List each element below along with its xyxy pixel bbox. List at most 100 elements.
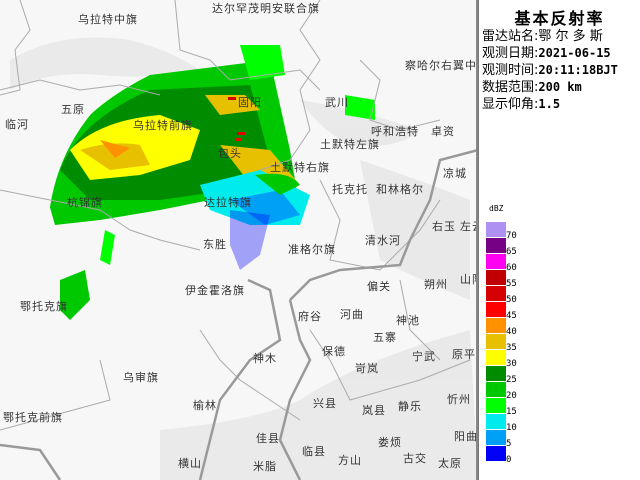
sparse-echo [60, 45, 375, 320]
legend-swatch [486, 446, 506, 461]
legend-value: 0 [506, 455, 512, 465]
place-label: 卓资 [431, 125, 455, 138]
place-label: 土默特右旗 [270, 161, 330, 174]
place-label: 土默特左旗 [320, 138, 380, 151]
legend-value: 30 [506, 359, 517, 369]
info-value: 1.5 [538, 97, 561, 111]
place-label: 察哈尔右翼中旗 [405, 59, 477, 72]
info-label: 数据范围: [482, 80, 539, 95]
legend-value: 40 [506, 327, 517, 337]
legend-unit: dBZ [489, 204, 504, 213]
place-label: 达尔罕茂明安联合旗 [212, 2, 320, 15]
place-label: 佳县 [256, 432, 280, 445]
place-label: 静乐 [398, 400, 422, 413]
place-label: 原平 [452, 348, 476, 361]
place-label: 鄂托克旗 [20, 300, 68, 313]
place-label: 凉城 [443, 167, 467, 180]
legend-value: 55 [506, 279, 517, 289]
place-label: 右玉 [432, 220, 456, 233]
product-title: 基本反射率 [514, 9, 605, 28]
legend-value: 50 [506, 295, 517, 305]
place-label: 岚县 [362, 404, 386, 417]
legend-swatch [486, 302, 506, 317]
place-label: 太原 [438, 457, 462, 470]
place-label: 阳曲 [454, 430, 478, 443]
place-label: 古交 [403, 452, 427, 465]
place-label: 包头 [218, 147, 242, 160]
place-label: 左云 [460, 220, 476, 233]
place-label: 神池 [396, 314, 420, 327]
place-label: 河曲 [340, 308, 364, 321]
place-label: 临河 [5, 118, 29, 131]
legend-swatch [486, 286, 506, 301]
place-label: 横山 [178, 457, 202, 470]
info-label: 雷达站名: [482, 29, 539, 44]
info-panel: 基本反射率 雷达站名:鄂 尔 多 斯 观测日期:2021-06-15 观测时间:… [478, 0, 640, 480]
place-label: 米脂 [253, 460, 277, 473]
info-value: 200 km [538, 80, 582, 94]
place-label: 榆林 [193, 399, 217, 412]
info-date: 观测日期:2021-06-15 [479, 45, 640, 62]
place-label: 杭锦旗 [67, 196, 103, 209]
place-label: 清水河 [365, 234, 401, 247]
place-label: 临县 [302, 445, 326, 458]
legend-swatch [486, 382, 506, 397]
place-label: 乌拉特前旗 [133, 119, 193, 132]
place-label: 准格尔旗 [288, 243, 336, 256]
legend-swatch [486, 366, 506, 381]
place-label: 武川 [325, 96, 349, 109]
place-label: 忻州 [447, 393, 471, 406]
legend-swatch [486, 222, 506, 237]
legend-swatch [486, 270, 506, 285]
place-label: 府谷 [298, 310, 322, 323]
place-label: 伊金霍洛旗 [185, 284, 245, 297]
radar-echo [48, 60, 310, 225]
info-value: 20:11:18BJT [538, 63, 618, 77]
legend-value: 25 [506, 375, 517, 385]
place-label: 五寨 [373, 331, 397, 344]
map-canvas [0, 0, 476, 480]
info-label: 观测日期: [482, 46, 539, 61]
legend-value: 60 [506, 263, 517, 273]
info-label: 观测时间: [482, 63, 539, 78]
legend-swatch [486, 254, 506, 269]
info-time: 观测时间:20:11:18BJT [479, 62, 640, 79]
info-value: 2021-06-15 [538, 46, 611, 60]
legend-swatch [486, 414, 506, 429]
place-label: 娄烦 [378, 436, 402, 449]
legend-value: 10 [506, 423, 517, 433]
legend-swatch [486, 398, 506, 413]
terrain-shading [10, 37, 476, 480]
legend-swatch [486, 350, 506, 365]
legend-value: 65 [506, 247, 517, 257]
place-label: 五原 [61, 103, 85, 116]
info-label: 显示仰角: [482, 97, 539, 112]
place-label: 乌审旗 [123, 371, 159, 384]
legend-value: 15 [506, 407, 517, 417]
place-label: 山阴 [460, 273, 476, 286]
info-value: 鄂 尔 多 斯 [538, 29, 603, 44]
legend-value: 70 [506, 231, 517, 241]
place-label: 朔州 [424, 278, 448, 291]
county-boundaries [0, 0, 471, 431]
province-boundaries [0, 149, 476, 480]
legend-value: 35 [506, 343, 517, 353]
info-range: 数据范围:200 km [479, 79, 640, 96]
place-label: 岢岚 [355, 362, 379, 375]
place-label: 呼和浩特 [371, 125, 419, 138]
legend-swatch [486, 238, 506, 253]
place-label: 方山 [338, 454, 362, 467]
legend-value: 5 [506, 439, 512, 449]
radar-map[interactable]: 乌拉特中旗 达尔罕茂明安联合旗 五原 临河 乌拉特前旗 固阳 包头 武川 察哈尔… [0, 0, 478, 480]
place-label: 乌拉特中旗 [78, 13, 138, 26]
place-label: 保德 [322, 345, 346, 358]
place-label: 托克托 [332, 183, 368, 196]
place-label: 和林格尔 [376, 183, 424, 196]
place-label: 神木 [253, 352, 277, 365]
info-station: 雷达站名:鄂 尔 多 斯 [479, 29, 640, 45]
legend-swatch [486, 430, 506, 445]
legend-swatch [486, 318, 506, 333]
legend-value: 20 [506, 391, 517, 401]
place-label: 宁武 [412, 350, 436, 363]
place-label: 达拉特旗 [204, 196, 252, 209]
